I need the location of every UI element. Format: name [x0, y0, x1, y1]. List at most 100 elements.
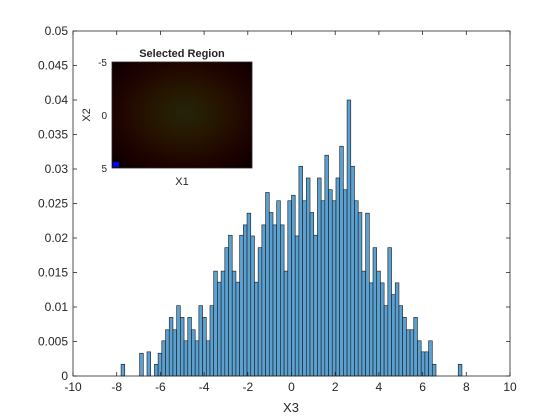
histogram-bar — [328, 189, 333, 377]
inset-y-tick-labels: -5 0 5 — [98, 58, 107, 175]
histogram-bar — [120, 363, 126, 377]
histogram-bar — [254, 281, 259, 377]
histogram-bar — [224, 247, 229, 377]
histogram-bar — [402, 317, 407, 377]
histogram-bar — [268, 212, 274, 377]
histogram-bar — [357, 212, 363, 377]
x-tick-label: 10 — [503, 380, 517, 394]
histogram-bar — [217, 281, 222, 377]
histogram-bar — [198, 305, 203, 377]
histogram-bar — [272, 224, 277, 377]
y-tick-label: 0.015 — [38, 266, 68, 280]
histogram-bar — [161, 340, 166, 377]
histogram-bar — [257, 247, 263, 377]
x-tick-label: -6 — [155, 380, 166, 394]
histogram-bar — [180, 317, 185, 377]
histogram-bar — [365, 212, 370, 377]
y-tick-label: 0 — [61, 369, 68, 383]
histogram-bar — [417, 340, 422, 377]
inset-y-axis-label: X2 — [81, 108, 93, 121]
histogram-bar — [398, 305, 403, 377]
selection-marker — [113, 162, 119, 167]
histogram-bar — [139, 352, 144, 377]
histogram-bar — [457, 363, 463, 377]
histogram-bar — [154, 363, 159, 377]
histogram-bar — [324, 154, 329, 377]
histogram-bar — [306, 177, 311, 377]
histogram-bar — [265, 192, 270, 377]
histogram-bar — [331, 200, 337, 377]
histogram-bar — [261, 224, 266, 377]
histogram-bar — [294, 235, 300, 377]
histogram-bar — [165, 329, 170, 377]
histogram-bar — [213, 270, 218, 377]
y-tick-label: 0.01 — [45, 300, 69, 314]
y-tick-labels: 0 0.005 0.01 0.015 0.02 0.025 0.03 0.035 0.04 0.0… — [38, 24, 510, 383]
y-tick-label: 0.04 — [45, 93, 69, 107]
inset-title: Selected Region — [139, 48, 225, 60]
histogram-bar — [424, 351, 429, 377]
histogram-bar — [428, 340, 433, 377]
selected-region-inset: Selected Region -5 0 5 X1 X2 — [81, 48, 253, 188]
histogram-bar — [339, 145, 344, 377]
histogram-bar — [350, 165, 355, 377]
histogram-bar — [394, 282, 400, 377]
histogram-bar — [361, 270, 366, 377]
histogram-bar — [235, 281, 240, 377]
histogram-bar — [246, 212, 252, 377]
histogram-bar — [280, 224, 285, 377]
inset-y-tick-label: -5 — [98, 58, 107, 69]
histogram-bar — [191, 329, 196, 377]
y-tick-label: 0.02 — [45, 231, 69, 245]
histogram-bar — [187, 317, 192, 377]
histogram-bar — [409, 329, 415, 377]
histogram-bar — [313, 234, 318, 377]
histogram-bar — [346, 99, 352, 377]
x-tick-label: -8 — [111, 380, 122, 394]
y-tick-label: 0.005 — [38, 335, 68, 349]
x-tick-label: -4 — [199, 380, 210, 394]
histogram-bar — [420, 351, 426, 377]
histogram-bar — [243, 224, 248, 377]
inset-y-tick-label: 0 — [101, 111, 107, 122]
y-tick-label: 0.035 — [38, 128, 68, 142]
x-tick-labels: -10 -8 -6 -4 -2 0 2 4 6 8 10 — [64, 31, 517, 394]
histogram-bar — [183, 340, 189, 377]
histogram-bar — [387, 247, 392, 377]
histogram-bar — [194, 340, 200, 377]
x-tick-label: 2 — [332, 380, 339, 394]
histogram-bar — [287, 200, 292, 377]
histogram-bar — [209, 305, 214, 377]
histogram-bar — [168, 317, 174, 377]
histogram-bar — [220, 270, 226, 377]
histogram-bar — [298, 165, 303, 377]
histogram-bar — [406, 329, 411, 377]
histogram-bar — [372, 247, 378, 377]
histogram-bar — [302, 200, 307, 377]
histogram-bar — [176, 305, 181, 377]
histogram-bar — [276, 200, 281, 377]
histogram-bar — [320, 200, 326, 377]
histogram-bar — [343, 189, 348, 377]
histogram-bar — [231, 270, 237, 377]
y-tick-label: 0.045 — [38, 59, 68, 73]
inset-y-tick-label: 5 — [101, 164, 107, 175]
histogram-bar — [391, 294, 396, 377]
histogram-bar — [354, 200, 359, 377]
histogram-bar — [283, 270, 289, 377]
y-tick-label: 0.03 — [45, 162, 69, 176]
histogram-bar — [317, 177, 322, 377]
histogram-bar — [228, 234, 233, 377]
x-tick-label: 6 — [419, 380, 426, 394]
inset-axes-box — [111, 61, 253, 169]
x-tick-label: 8 — [463, 380, 470, 394]
histogram-axes: -10 -8 -6 -4 -2 0 2 4 6 8 10 0 0.005 0.01 0.015 0.02 0.… — [38, 24, 517, 415]
histogram-bar — [291, 194, 296, 377]
x-axis-label: X3 — [283, 400, 299, 415]
histogram-bar — [369, 282, 374, 377]
y-tick-label: 0.025 — [38, 197, 68, 211]
histogram-bar — [172, 329, 177, 377]
inset-x-axis-label: X1 — [175, 176, 188, 188]
histogram-bar — [157, 352, 163, 377]
